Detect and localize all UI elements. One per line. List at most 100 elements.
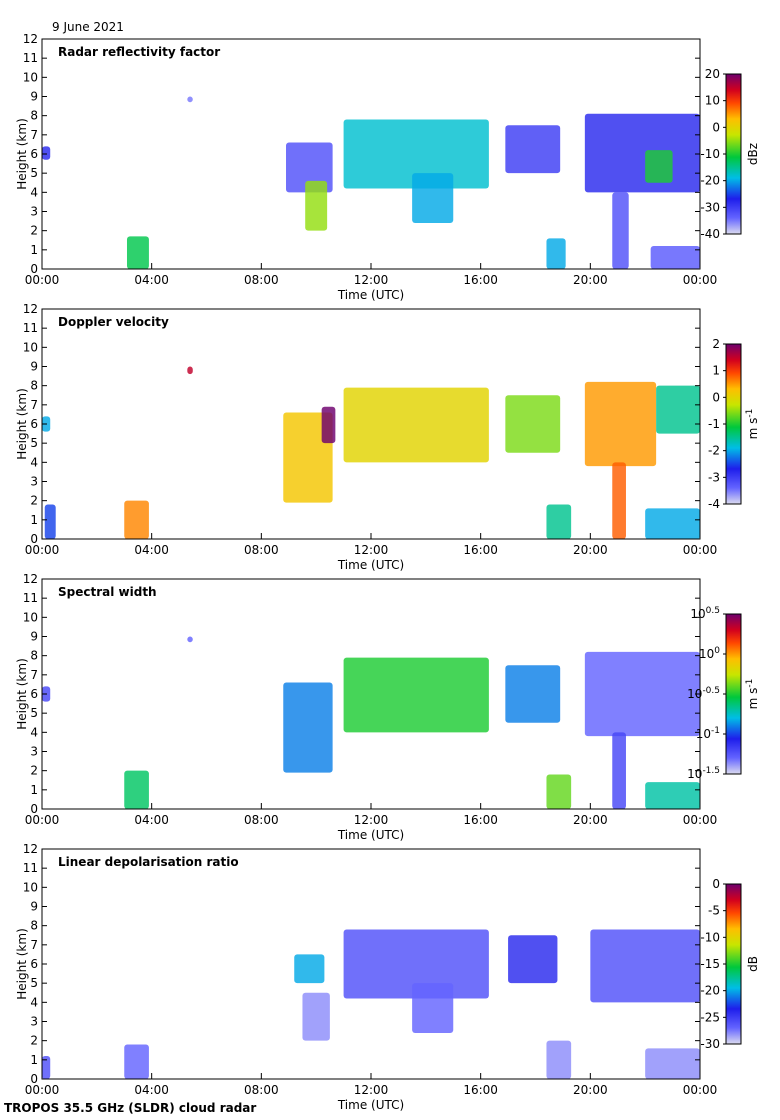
colorbar <box>725 613 742 775</box>
cloud-region-8 <box>505 125 561 174</box>
colorbar-tick-label: 100.5 <box>690 606 720 621</box>
panel-title: Spectral width <box>58 585 157 599</box>
y-tick-label: 11 <box>23 591 38 605</box>
colorbar-tick-label: -30 <box>700 1037 720 1051</box>
cloud-region-10 <box>645 782 700 809</box>
y-tick-label: 9 <box>30 900 38 914</box>
colorbar-tick-label: -5 <box>708 904 720 918</box>
cloud-region-3 <box>124 500 149 539</box>
x-tick-label: 04:00 <box>134 543 169 557</box>
y-axis-label: Height (km) <box>15 388 29 459</box>
cloud-region-1 <box>42 146 51 160</box>
x-tick-label: 08:00 <box>244 273 279 287</box>
cloud-region-5 <box>343 657 489 733</box>
y-tick-label: 12 <box>23 842 38 856</box>
y-tick-label: 9 <box>30 90 38 104</box>
y-tick-label: 4 <box>30 725 38 739</box>
cloud-region-2 <box>44 504 56 539</box>
y-tick-label: 9 <box>30 630 38 644</box>
x-tick-label: 00:00 <box>25 813 60 827</box>
cloud-region-9 <box>590 929 700 1003</box>
colorbar-tick-label: 10-1 <box>696 726 720 741</box>
x-tick-label: 04:00 <box>134 1083 169 1097</box>
y-tick-label: 3 <box>30 745 38 759</box>
y-tick-label: 1 <box>30 243 38 257</box>
y-tick-label: 0 <box>30 1072 38 1086</box>
panel-title: Doppler velocity <box>58 315 169 329</box>
colorbar-tick-label: 0 <box>712 120 720 134</box>
y-tick-label: 8 <box>30 109 38 123</box>
colorbar-tick-label: 1 <box>712 364 720 378</box>
panel-title: Radar reflectivity factor <box>58 45 220 59</box>
y-tick-label: 6 <box>30 957 38 971</box>
y-tick-label: 6 <box>30 687 38 701</box>
colorbar-tick-label: 10-0.5 <box>687 686 720 701</box>
colorbar-tick-label: -10 <box>700 930 720 944</box>
y-axis-label: Height (km) <box>15 658 29 729</box>
cloud-region-3 <box>187 636 193 643</box>
y-tick-label: 5 <box>30 436 38 450</box>
x-tick-label: 16:00 <box>463 813 498 827</box>
y-tick-label: 7 <box>30 668 38 682</box>
colorbar-tick-label: 0 <box>712 390 720 404</box>
x-tick-label: 12:00 <box>354 813 389 827</box>
plot-area <box>42 929 700 1079</box>
colorbar-tick-label: -20 <box>700 984 720 998</box>
x-tick-label: 20:00 <box>573 543 608 557</box>
x-tick-label: 12:00 <box>354 273 389 287</box>
y-tick-label: 4 <box>30 185 38 199</box>
cloud-region-4 <box>283 682 333 773</box>
cloud-region-4 <box>286 142 333 193</box>
cloud-region-6 <box>412 983 454 1033</box>
cloud-region-3 <box>302 992 330 1041</box>
y-tick-label: 0 <box>30 802 38 816</box>
cloud-region-1 <box>42 1056 51 1079</box>
y-tick-label: 12 <box>23 302 38 316</box>
y-tick-label: 3 <box>30 1015 38 1029</box>
cloud-region-6 <box>321 406 336 444</box>
plot-area <box>42 636 700 809</box>
y-tick-label: 5 <box>30 166 38 180</box>
y-tick-label: 8 <box>30 919 38 933</box>
y-tick-label: 1 <box>30 1053 38 1067</box>
y-axis-label: Height (km) <box>15 118 29 189</box>
y-tick-label: 2 <box>30 1034 38 1048</box>
colorbar-tick-label: -3 <box>708 470 720 484</box>
y-tick-label: 5 <box>30 706 38 720</box>
x-tick-label: 16:00 <box>463 543 498 557</box>
cloud-region-5 <box>343 929 489 999</box>
x-axis-label: Time (UTC) <box>337 828 404 842</box>
colorbar-tick-label: 2 <box>712 337 720 351</box>
colorbar-tick-label: -10 <box>700 147 720 161</box>
cloud-region-7 <box>412 173 454 223</box>
cloud-region-10 <box>584 113 700 193</box>
x-tick-label: 00:00 <box>683 543 718 557</box>
y-tick-label: 8 <box>30 379 38 393</box>
instrument-credit: TROPOS 35.5 GHz (SLDR) cloud radar <box>4 1101 257 1115</box>
cloud-region-2 <box>124 770 149 809</box>
x-tick-label: 04:00 <box>134 813 169 827</box>
colorbar-label: m s-1 <box>745 409 760 440</box>
cloud-region-6 <box>505 665 561 723</box>
plot-area <box>42 366 700 539</box>
cloud-region-8 <box>584 651 700 737</box>
y-tick-label: 7 <box>30 398 38 412</box>
colorbar-tick-label: -4 <box>708 497 720 511</box>
x-tick-label: 00:00 <box>25 273 60 287</box>
y-tick-label: 3 <box>30 205 38 219</box>
panel-title: Linear depolarisation ratio <box>58 855 239 869</box>
x-tick-label: 08:00 <box>244 813 279 827</box>
colorbar-tick-label: 20 <box>705 67 720 81</box>
cloud-region-3 <box>187 96 193 103</box>
cloud-region-5 <box>305 180 328 231</box>
cloud-region-7 <box>546 774 572 809</box>
colorbar-tick-label: -2 <box>708 444 720 458</box>
y-tick-label: 2 <box>30 494 38 508</box>
x-tick-label: 00:00 <box>25 1083 60 1097</box>
cloud-region-2 <box>124 1044 149 1079</box>
y-tick-label: 8 <box>30 649 38 663</box>
